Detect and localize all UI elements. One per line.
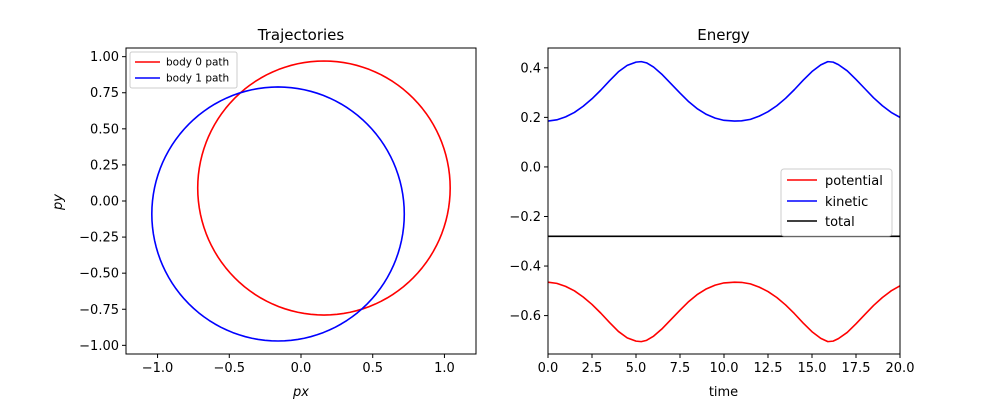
energy-x-tick-label: 0.0 [538,361,559,376]
energy-title: Energy [697,26,750,44]
trajectories-x-tick-label: 0.0 [291,361,312,376]
energy-x-tick-label: 2.5 [582,361,603,376]
trajectories-axes-frame [125,47,477,355]
energy-x-tick-label: 10.0 [710,361,739,376]
trajectories-legend-box [129,51,238,89]
energy-series-kinetic [547,60,901,122]
trajectories-series-body-1-path [151,86,406,342]
trajectories-y-tick-label: −0.75 [79,303,119,318]
trajectories-y-tick-label: −1.00 [79,339,119,354]
trajectories-x-tick-label: −0.5 [213,361,245,376]
trajectories-x-label: px [292,385,309,400]
trajectories-x-tick-label: −1.0 [142,361,174,376]
energy-panel: Energy time 0.0 2.5 5.0 7.5 10.0 12.5 15.0 17.5… [509,26,914,400]
energy-legend: potential kinetic total [780,168,893,237]
trajectories-y-tick-label: 0.25 [90,158,119,173]
energy-x-tick-label: 15.0 [798,361,827,376]
energy-y-tick-label: −0.6 [509,309,541,324]
legend-body-0-label: body 0 path [166,57,229,69]
energy-x-tick-label: 5.0 [626,361,647,376]
energy-x-tick-label: 20.0 [886,361,915,376]
trajectories-y-tick-label: −0.50 [79,267,119,282]
trajectories-ticks: −1.0 −0.5 0.0 0.5 1.0 −1.00 −0.75 −0.50 −0.25 0.0… [79,50,455,376]
trajectories-y-tick-label: 0.50 [90,122,119,137]
trajectories-panel: Trajectories px py −1.0 −0.5 0.0 0.5 1.0−1.0… [51,26,477,400]
energy-axes-frame [547,47,901,355]
energy-x-tick-label: 17.5 [842,361,871,376]
energy-y-tick-label: −0.2 [509,210,541,225]
energy-y-tick-label: 0.2 [520,111,541,126]
energy-x-label: time [709,385,738,400]
energy-y-tick-label: −0.4 [509,260,541,275]
energy-series-potential [547,281,901,343]
trajectories-x-tick-label: 0.5 [362,361,383,376]
trajectories-y-tick-label: 0.75 [90,86,119,101]
trajectories-x-tick-label: 1.0 [434,361,455,376]
legend-body-1-label: body 1 path [166,73,229,85]
trajectories-y-label: py [51,194,66,211]
energy-y-tick-label: 0.0 [520,160,541,175]
legend-kinetic-label: kinetic [825,195,868,210]
energy-x-tick-label: 7.5 [670,361,691,376]
energy-y-tick-label: 0.4 [520,61,541,76]
energy-legend-box [780,168,893,237]
legend-potential-label: potential [825,174,883,189]
trajectories-lines [151,60,451,342]
energy-ticks: 0.0 2.5 5.0 7.5 10.0 12.5 15.0 17.5 20.0 −0.6 −0.4… [509,61,914,376]
energy-x-tick-label: 12.5 [754,361,783,376]
trajectories-y-tick-label: 1.00 [90,50,119,65]
trajectories-title: Trajectories [257,26,345,44]
trajectories-y-tick-label: 0.00 [90,195,119,210]
trajectories-y-tick-label: −0.25 [79,231,119,246]
trajectories-legend: body 0 path body 1 path [129,51,238,89]
trajectories-series-body-0-path [196,60,451,316]
legend-total-label: total [825,215,855,230]
